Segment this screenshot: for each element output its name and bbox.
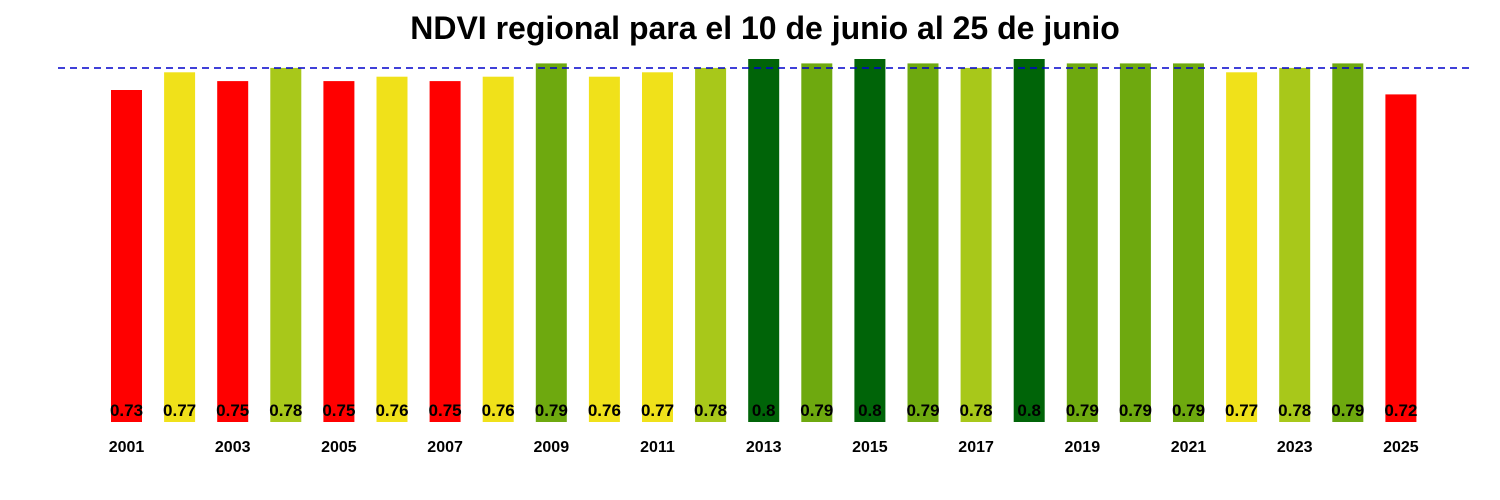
bar-2015 xyxy=(854,59,886,422)
chart-title: NDVI regional para el 10 de junio al 25 … xyxy=(410,10,1120,46)
bar-2011 xyxy=(642,72,673,423)
bar-2022 xyxy=(1226,72,1258,423)
value-label-2023: 0.78 xyxy=(1278,401,1311,420)
value-label-2009: 0.79 xyxy=(535,401,568,420)
value-label-2015: 0.8 xyxy=(858,401,882,420)
value-label-2017: 0.78 xyxy=(960,401,993,420)
bar-2002 xyxy=(164,72,196,423)
bar-2014 xyxy=(801,63,833,423)
value-label-2003: 0.75 xyxy=(216,401,249,420)
bar-2007 xyxy=(429,81,461,422)
value-label-2022: 0.77 xyxy=(1225,401,1258,420)
x-tick-2013: 2013 xyxy=(746,439,782,456)
x-tick-2009: 2009 xyxy=(534,439,570,456)
value-label-2012: 0.78 xyxy=(694,401,727,420)
x-tick-2025: 2025 xyxy=(1383,439,1419,456)
value-label-2020: 0.79 xyxy=(1119,401,1152,420)
bar-2024 xyxy=(1332,63,1364,423)
value-label-2019: 0.79 xyxy=(1066,401,1099,420)
value-label-2011: 0.77 xyxy=(641,401,674,420)
bar-2006 xyxy=(376,76,408,422)
x-axis-tick-labels: 2001 2003 2005 2007 2009 2011 2013 2015 2017 2019… xyxy=(109,439,1419,456)
bar-2001 xyxy=(111,90,142,422)
value-label-2024: 0.79 xyxy=(1331,401,1364,420)
bars-layer xyxy=(111,59,1417,423)
x-tick-2021: 2021 xyxy=(1171,439,1207,456)
value-label-2010: 0.76 xyxy=(588,401,621,420)
x-tick-2019: 2019 xyxy=(1065,439,1101,456)
bar-2016 xyxy=(907,63,939,423)
x-tick-2007: 2007 xyxy=(427,439,463,456)
x-tick-2001: 2001 xyxy=(109,439,145,456)
value-label-2025: 0.72 xyxy=(1384,401,1417,420)
value-label-2002: 0.77 xyxy=(163,401,196,420)
value-label-2007: 0.75 xyxy=(429,401,462,420)
value-label-2013: 0.8 xyxy=(752,401,776,420)
value-label-2018: 0.8 xyxy=(1017,401,1041,420)
bar-2017 xyxy=(960,67,992,423)
bar-2025 xyxy=(1385,94,1417,423)
value-label-2008: 0.76 xyxy=(482,401,515,420)
bar-2008 xyxy=(482,76,514,422)
x-tick-2017: 2017 xyxy=(958,439,994,456)
bar-2005 xyxy=(323,81,355,422)
x-tick-2005: 2005 xyxy=(321,439,357,456)
value-label-2006: 0.76 xyxy=(375,401,408,420)
bar-2023 xyxy=(1279,67,1311,423)
bar-2012 xyxy=(695,67,727,423)
bar-2019 xyxy=(1066,63,1098,423)
value-label-2004: 0.78 xyxy=(269,401,302,420)
value-labels-layer: 0.73 0.77 0.75 0.78 0.75 0.76 0.75 0.76 0.79 0.76… xyxy=(110,401,1417,420)
value-label-2001: 0.73 xyxy=(110,401,143,420)
value-label-2014: 0.79 xyxy=(800,401,833,420)
bar-2003 xyxy=(217,81,249,422)
value-label-2016: 0.79 xyxy=(906,401,939,420)
bar-2004 xyxy=(270,67,302,423)
x-tick-2011: 2011 xyxy=(640,439,675,456)
bar-2010 xyxy=(588,76,620,422)
bar-2013 xyxy=(748,59,780,422)
bar-2021 xyxy=(1173,63,1204,423)
x-tick-2023: 2023 xyxy=(1277,439,1313,456)
x-tick-2015: 2015 xyxy=(852,439,888,456)
bar-2009 xyxy=(535,63,567,423)
bar-2020 xyxy=(1119,63,1151,423)
value-label-2021: 0.79 xyxy=(1172,401,1205,420)
bar-2018 xyxy=(1013,59,1045,422)
value-label-2005: 0.75 xyxy=(322,401,355,420)
x-tick-2003: 2003 xyxy=(215,439,251,456)
